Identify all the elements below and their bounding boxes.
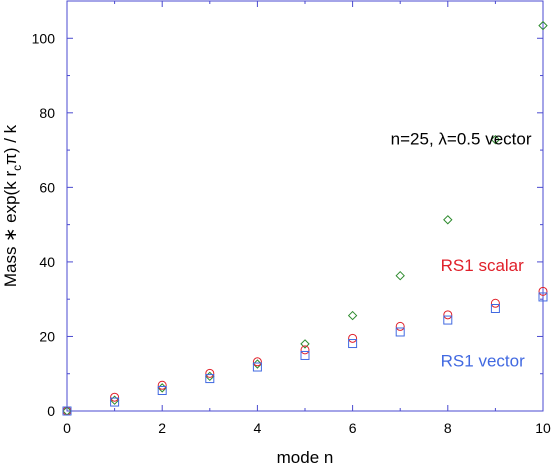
circle-point [205, 368, 215, 378]
x-axis-label: mode n [277, 448, 334, 467]
square-point [157, 386, 167, 395]
circle-point [395, 321, 405, 331]
y-axis-label-mid: exp(k r [1, 171, 20, 228]
x-tick-label: 0 [63, 420, 71, 436]
square-point [443, 315, 453, 325]
circle-point [110, 392, 120, 402]
series-square [62, 292, 548, 416]
y-axis-label-sub: c [10, 165, 24, 171]
circle-point [348, 333, 358, 343]
square-point [62, 406, 72, 416]
square-point [205, 374, 215, 384]
x-tick-label: 4 [254, 420, 262, 436]
square-point [538, 292, 548, 302]
series-annotations: n=25, λ=0.5 vector RS1 scalar RS1 vector [391, 130, 532, 371]
square-point [490, 304, 500, 313]
y-tick-label: 40 [39, 254, 55, 270]
x-tick-label: 10 [535, 420, 551, 436]
square-point [110, 397, 120, 407]
diamond-point [395, 270, 405, 281]
series-annotation: n=25, λ=0.5 vector [391, 130, 532, 149]
circle-point [300, 345, 310, 355]
x-tick-label: 2 [158, 420, 166, 436]
y-axis-label-post: π) / k [1, 124, 20, 165]
square-point [252, 362, 262, 372]
circle-point [538, 286, 548, 296]
y-axis-label: Mass ∗ exp(k rcπ) / k [1, 124, 24, 287]
square-point [395, 327, 405, 337]
y-tick-label: 0 [47, 403, 55, 419]
data-points [62, 20, 548, 416]
y-axis-label-pre: Mass [1, 242, 20, 287]
y-tick-label: 20 [39, 328, 55, 344]
square-point [300, 350, 310, 360]
y-tick-label: 100 [32, 30, 56, 46]
plot-frame [66, 0, 544, 412]
y-axis-label-star: ∗ [1, 228, 20, 242]
series-annotation: RS1 scalar [441, 256, 524, 275]
circle-point [443, 310, 453, 320]
y-tick-label: 60 [39, 179, 55, 195]
diamond-point [347, 310, 358, 321]
diamond-point [490, 134, 501, 145]
x-tick-label: 6 [349, 420, 357, 436]
diamond-point [443, 215, 453, 225]
diamond-point [300, 339, 310, 349]
circle-point [252, 357, 262, 367]
circle-point [157, 380, 167, 390]
y-tick-label: 80 [39, 105, 55, 121]
series-annotation: RS1 vector [441, 351, 525, 370]
diamond-point [538, 20, 548, 31]
diamond-point [109, 395, 120, 405]
circle-point [490, 298, 500, 308]
x-tick-label: 8 [444, 420, 452, 436]
axis-ticks [66, 1, 544, 412]
square-point [348, 339, 358, 349]
